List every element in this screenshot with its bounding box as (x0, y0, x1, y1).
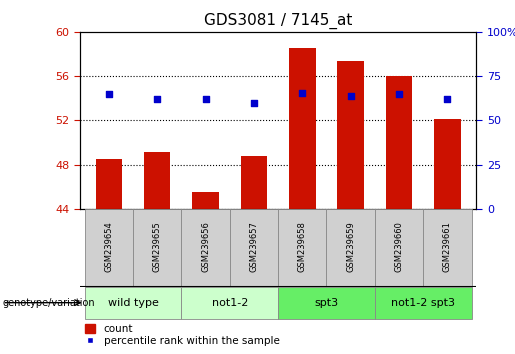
Bar (84, 287, 181, 319)
Title: GDS3081 / 7145_at: GDS3081 / 7145_at (204, 13, 352, 29)
Bar (181, 287, 278, 319)
Bar (241, 156, 267, 209)
Bar (423, 209, 472, 287)
Text: genotype/variation: genotype/variation (3, 298, 95, 308)
Bar (375, 209, 423, 287)
Text: GSM239656: GSM239656 (201, 221, 210, 272)
Point (298, 90, 306, 96)
Text: GSM239655: GSM239655 (153, 221, 162, 272)
Text: GSM239654: GSM239654 (105, 221, 113, 272)
Bar (289, 48, 316, 209)
Bar (386, 76, 413, 209)
Bar (133, 209, 181, 287)
Text: GSM239659: GSM239659 (346, 221, 355, 272)
Bar (84, 209, 133, 287)
Text: not1-2: not1-2 (212, 298, 248, 308)
Bar (192, 192, 219, 209)
Bar (181, 209, 230, 287)
Text: wild type: wild type (108, 298, 159, 308)
Point (153, 96, 161, 102)
Point (250, 100, 258, 105)
Text: GSM239660: GSM239660 (394, 221, 403, 272)
Bar (96, 159, 122, 209)
Bar (434, 119, 460, 209)
Bar (337, 61, 364, 209)
Bar (144, 153, 170, 209)
Point (443, 96, 452, 102)
Point (201, 96, 210, 102)
Bar (375, 287, 472, 319)
Text: GSM239661: GSM239661 (443, 221, 452, 272)
Bar (327, 209, 375, 287)
Text: GSM239658: GSM239658 (298, 221, 307, 272)
Text: not1-2 spt3: not1-2 spt3 (391, 298, 455, 308)
Point (105, 91, 113, 97)
Point (347, 94, 355, 99)
Text: spt3: spt3 (314, 298, 338, 308)
Bar (230, 209, 278, 287)
Text: GSM239657: GSM239657 (249, 221, 259, 272)
Bar (278, 287, 375, 319)
Legend: count, percentile rank within the sample: count, percentile rank within the sample (85, 324, 280, 346)
Bar (278, 209, 327, 287)
Point (395, 91, 403, 97)
